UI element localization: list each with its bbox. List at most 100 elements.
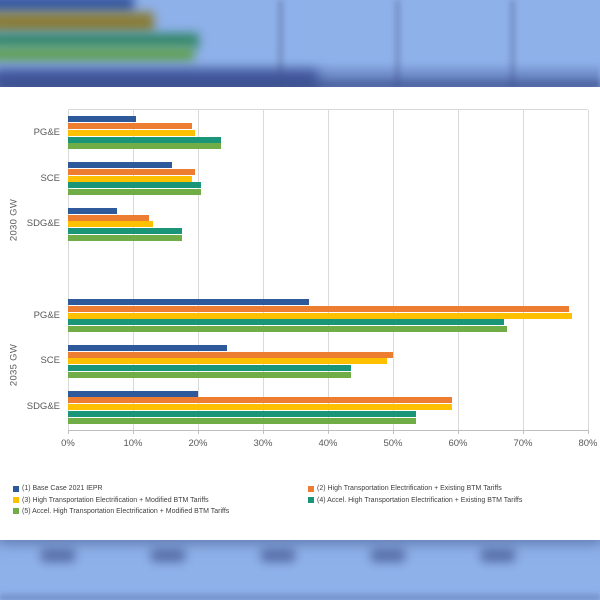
axis-tick: [68, 430, 69, 434]
bar-series-3: [68, 358, 387, 365]
category-label: SCE: [40, 355, 60, 367]
bar-series-4: [68, 227, 182, 234]
legend-item: (4) Accel. High Transportation Electrifi…: [308, 494, 522, 505]
bar-series-4: [68, 182, 202, 189]
bar-series-2: [68, 397, 452, 404]
legend-label: (5) Accel. High Transportation Electrifi…: [22, 507, 230, 515]
bar-series-1: [68, 162, 172, 169]
bar-series-1: [68, 345, 228, 352]
bar-series-5: [68, 326, 507, 333]
blurred-bar-blue: [0, 0, 134, 13]
bar-series-2: [68, 168, 195, 175]
bar-series-5: [68, 371, 351, 378]
bar-series-3: [68, 221, 153, 228]
blurred-axis-label: [151, 549, 185, 562]
gridline: [588, 110, 589, 430]
category-label: PG&E: [33, 126, 60, 138]
legend-label: (1) Base Case 2021 IEPR: [22, 485, 103, 493]
legend-swatch: [13, 508, 19, 515]
bar-series-2: [68, 123, 192, 130]
blurred-axis-label: [41, 549, 75, 562]
category-label: PG&E: [33, 309, 60, 321]
blurred-axis-label: [481, 549, 515, 562]
bar-series-3: [68, 404, 452, 411]
blurred-axis-label: [371, 549, 405, 562]
category-label: SDG&E: [26, 218, 60, 230]
gridline: [523, 110, 524, 430]
gridline: [133, 110, 134, 430]
legend-label: (4) Accel. High Transportation Electrifi…: [317, 496, 523, 504]
bar-series-5: [68, 143, 221, 150]
blurred-bar-green: [0, 47, 194, 61]
bar-series-5: [68, 234, 182, 241]
bar-series-3: [68, 312, 572, 319]
gridline: [263, 110, 264, 430]
x-tick-label: 0%: [61, 438, 75, 449]
axis-tick: [263, 430, 264, 434]
bar-series-5: [68, 417, 416, 424]
legend-label: (3) High Transportation Electrification …: [22, 496, 209, 504]
x-tick-label: 20%: [188, 438, 208, 449]
bar-series-4: [68, 136, 221, 143]
blurred-gridline: [278, 0, 283, 88]
legend-item: (3) High Transportation Electrification …: [13, 494, 229, 505]
axis-group-label: 2030 GW: [8, 198, 20, 242]
category-label: SDG&E: [26, 401, 60, 413]
x-tick-label: 50%: [383, 438, 403, 449]
bar-series-3: [68, 175, 192, 182]
x-tick-label: 10%: [123, 438, 143, 449]
bar-series-3: [68, 129, 195, 136]
bottom-edge-shadow: [0, 591, 600, 600]
blurred-gridline: [395, 0, 400, 88]
axis-tick: [458, 430, 459, 434]
x-tick-label: 40%: [318, 438, 338, 449]
gridline: [393, 110, 394, 430]
gridline: [458, 110, 459, 430]
bar-series-4: [68, 319, 504, 326]
axis-tick: [588, 430, 589, 434]
axis-group-label: 2035 GW: [8, 343, 20, 387]
bar-series-1: [68, 116, 137, 123]
bar-series-1: [68, 390, 198, 397]
legend-label: (2) High Transportation Electrification …: [317, 485, 502, 493]
blurred-bar-olive: [0, 12, 154, 32]
category-label: SCE: [40, 172, 60, 184]
chart-panel: 0% 10% 20% 30% 40% 50% 60% 70% 80% PG&E SCE SDG&E 20…: [0, 87, 600, 540]
legend-item: (2) High Transportation Electrification …: [308, 483, 522, 494]
blurred-axis-label: [261, 549, 295, 562]
blurred-bar-shadow: [0, 70, 318, 90]
axis-tick: [393, 430, 394, 434]
gridline: [328, 110, 329, 430]
blurred-gridline: [510, 0, 515, 88]
x-tick-label: 80%: [578, 438, 598, 449]
x-tick-label: 30%: [253, 438, 273, 449]
axis-tick: [133, 430, 134, 434]
legend-swatch: [13, 485, 19, 492]
bar-series-4: [68, 410, 416, 417]
legend-column: (1) Base Case 2021 IEPR (3) High Transpor…: [13, 483, 229, 517]
gridline: [198, 110, 199, 430]
axis-tick: [198, 430, 199, 434]
gridline: [68, 110, 69, 430]
bar-series-4: [68, 365, 351, 372]
bar-series-1: [68, 207, 117, 214]
legend-item: (5) Accel. High Transportation Electrifi…: [13, 506, 229, 517]
plot-area: 0% 10% 20% 30% 40% 50% 60% 70% 80% PG&E SCE SDG&E 20…: [9, 109, 598, 449]
x-tick-label: 70%: [513, 438, 533, 449]
legend-swatch: [308, 485, 314, 492]
axis-tick: [523, 430, 524, 434]
blurred-bar-teal: [0, 33, 199, 48]
bar-series-2: [68, 214, 150, 221]
bar-series-5: [68, 188, 202, 195]
bar-series-1: [68, 299, 309, 306]
x-tick-label: 60%: [448, 438, 468, 449]
axis-tick: [328, 430, 329, 434]
legend-item: (1) Base Case 2021 IEPR: [13, 483, 229, 494]
bar-series-2: [68, 306, 569, 312]
chart-legend: (1) Base Case 2021 IEPR (3) High Transpor…: [0, 483, 600, 523]
legend-swatch: [308, 497, 314, 504]
legend-swatch: [13, 497, 19, 504]
bar-series-2: [68, 351, 393, 358]
